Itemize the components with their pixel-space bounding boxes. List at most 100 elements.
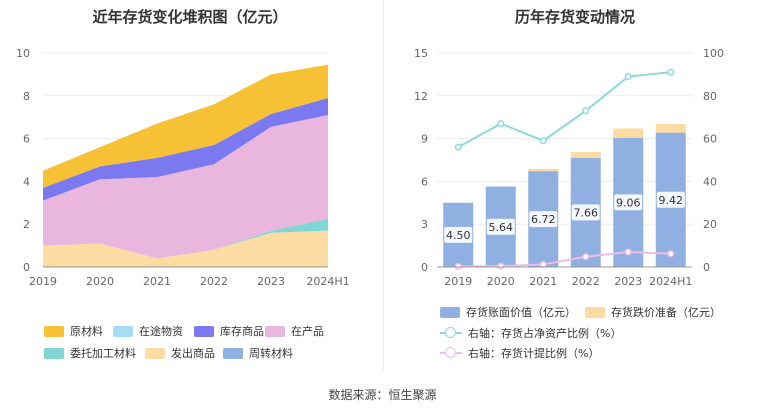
legend-label: 右轴：存货占净资产比例（%） [468,327,622,340]
x-tick-label: 2019 [444,275,472,288]
data-source: 数据来源：恒生聚源 [328,388,437,402]
y-left-tick-label: 12 [414,90,428,103]
y-tick-label: 2 [23,218,30,231]
net-asset-ratio-point [497,120,505,128]
legend-label: 发出商品 [171,347,215,360]
y-right-tick-label: 20 [703,218,717,231]
right-chart-title: 历年存货变动情况 [514,8,635,26]
panel-divider [383,0,384,370]
y-right-tick-label: 80 [703,90,717,103]
bar-value-label: 7.66 [574,206,599,219]
bar-value-label: 5.64 [489,221,514,234]
legend-item-inventory-value[interactable]: 存货账面价值（亿元） [440,304,576,320]
provision-ratio-point [497,262,505,270]
area-原材料 [43,64,328,188]
legend-item-库存商品[interactable]: 库存商品 [194,323,264,339]
legend-swatch [194,325,214,337]
legend-swatch [113,325,133,337]
y-left-tick-label: 0 [421,261,428,274]
legend-label: 委托加工材料 [70,347,136,360]
y-left-tick-label: 3 [421,218,428,231]
legend-label: 右轴：存货计提比例（%） [468,347,600,360]
y-right-tick-label: 60 [703,133,717,146]
legend-item-在产品[interactable]: 在产品 [265,323,324,339]
y-tick-label: 6 [23,133,30,146]
bar-impairment-reserve [655,124,686,133]
x-tick-label: 2023 [614,275,642,288]
y-left-tick-label: 9 [421,133,428,146]
net-asset-ratio-line [457,71,671,149]
y-right-tick-label: 40 [703,175,717,188]
provision-ratio-point [667,250,675,258]
net-asset-ratio-point [667,68,675,76]
legend-swatch [265,325,285,337]
bar-impairment-reserve [528,168,559,172]
legend-label: 存货账面价值（亿元） [466,306,576,319]
area-在产品 [43,115,328,259]
area-发出商品 [43,230,328,267]
bar-label-bg [444,226,473,243]
net-asset-ratio-point [539,137,547,145]
bar-label-bg [529,211,558,228]
net-asset-ratio-point [624,72,632,81]
y-tick-label: 10 [16,47,30,60]
bar-value-label: 9.42 [659,194,684,207]
bar-value-label: 9.06 [616,196,641,209]
legend-line-marker [440,347,462,359]
bar-label-bg [656,191,685,208]
provision-ratio-point [454,262,462,270]
bar-value-label: 4.50 [446,229,471,242]
legend-label: 在途物资 [139,325,183,338]
legend-item-发出商品[interactable]: 发出商品 [145,345,215,361]
net-asset-ratio-point [454,143,462,151]
bar-impairment-reserve [570,152,601,158]
x-tick-label: 2022 [572,275,600,288]
legend-label: 周转材料 [249,347,293,360]
legend-swatch [223,347,243,359]
net-asset-ratio-point [582,107,590,115]
x-tick-label: 2024H1 [306,275,349,288]
y-tick-label: 0 [23,261,30,274]
x-tick-label: 2021 [529,275,557,288]
y-tick-label: 4 [23,175,30,188]
bar-label-bg [486,218,515,235]
provision-ratio-point [539,260,547,268]
y-right-tick-label: 100 [703,47,724,60]
y-left-tick-label: 15 [414,47,428,60]
provision-ratio-line [458,251,671,268]
legend-item-委托加工材料[interactable]: 委托加工材料 [44,345,136,361]
x-tick-label: 2019 [29,275,57,288]
x-tick-label: 2023 [257,275,285,288]
stacked-area-chart: 0 2 4 6 8 10 2019 2020 2021 2022 2023 2024H1 [16,47,350,288]
legend-item-net-asset-ratio[interactable]: 右轴：存货占净资产比例（%） [440,325,621,341]
legend-swatch [585,306,605,318]
area-库存商品 [43,97,328,201]
legend-swatch [44,325,64,337]
legend-item-impairment-reserve[interactable]: 存货跌价准备（亿元） [585,304,721,320]
legend-swatch [44,347,64,359]
x-tick-label: 2020 [487,275,515,288]
x-tick-label: 2021 [143,275,171,288]
y-left-tick-label: 6 [421,175,428,188]
x-tick-label: 2020 [86,275,114,288]
y-tick-label: 8 [23,90,30,103]
legend-label: 存货跌价准备（亿元） [611,306,721,319]
legend-item-原材料[interactable]: 原材料 [44,323,103,339]
legend-item-在途物资[interactable]: 在途物资 [113,323,183,339]
bar-value-label: 6.72 [531,213,556,226]
y-right-tick-label: 0 [703,261,710,274]
bar-label-bg [614,194,643,211]
provision-ratio-point [582,253,590,261]
legend-label: 在产品 [291,325,324,338]
legend-item-周转材料[interactable]: 周转材料 [223,345,293,361]
bar-line-chart: 0 3 6 9 12 15 0 20 40 60 80 100 4.50 5.64 6.72 7.66 9.06… [414,47,724,288]
legend-label: 原材料 [70,325,103,338]
bar-impairment-reserve [613,128,644,138]
legend-label: 库存商品 [220,325,264,338]
provision-ratio-point [624,248,632,256]
legend-swatch [145,347,165,359]
bar-label-bg [571,204,600,221]
x-tick-label: 2022 [200,275,228,288]
x-tick-label: 2024H1 [649,275,692,288]
legend-item-provision-ratio[interactable]: 右轴：存货计提比例（%） [440,345,599,361]
